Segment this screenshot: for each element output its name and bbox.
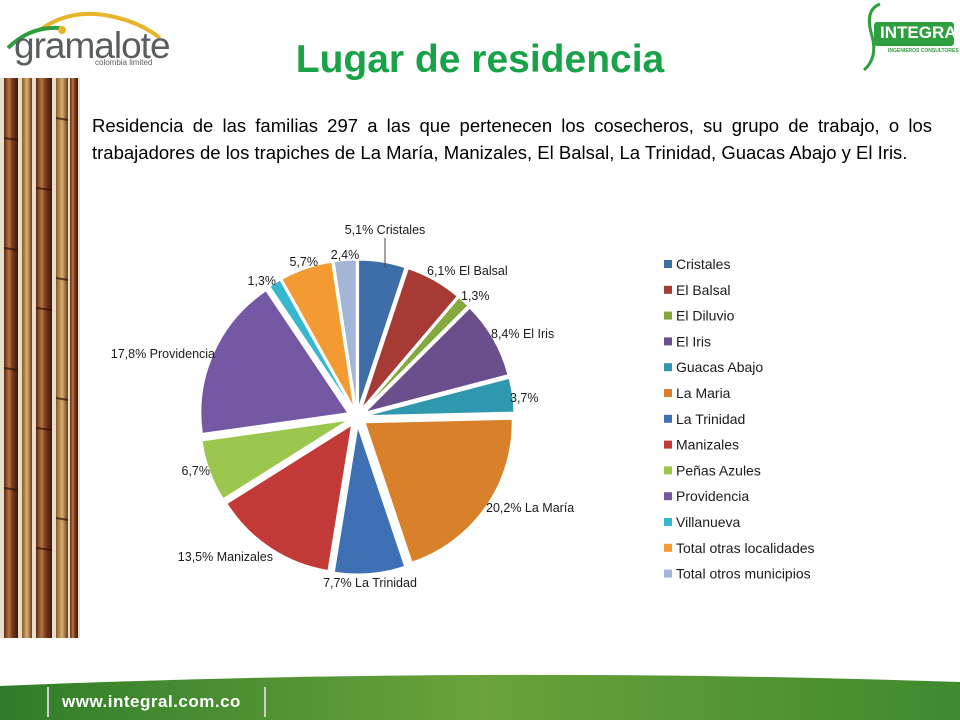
legend-swatch xyxy=(664,311,672,320)
legend-entry: El Iris xyxy=(676,333,711,349)
pie-slice-guacas-abajo xyxy=(366,377,515,417)
pie-slices xyxy=(200,259,515,575)
pie-label-villanueva: 1,3% xyxy=(248,274,277,288)
footer-divider-right xyxy=(264,687,266,717)
pie-label-la-maria: 20,2% La María xyxy=(486,501,574,515)
legend-entry: Total otros municipios xyxy=(676,566,811,582)
sugarcane-decoration xyxy=(0,78,80,638)
legend-entry: Manizales xyxy=(676,437,739,453)
integral-swoosh-icon xyxy=(862,2,881,72)
legend-entry: Guacas Abajo xyxy=(676,359,763,375)
integral-tagline: INGENIEROS CONSULTORES xyxy=(888,48,959,54)
legend-swatch xyxy=(664,518,672,526)
integral-logo-bar xyxy=(874,22,954,46)
pie-label-peñas-azules: 6,7% xyxy=(182,464,211,478)
integral-wordmark: INTEGRAL xyxy=(880,23,960,42)
pie-labels: 5,1% Cristales 6,1% El Balsal 1,3% 8,4% El … xyxy=(111,223,575,590)
legend-swatch xyxy=(664,337,672,346)
legend-swatch xyxy=(664,363,672,372)
pie-label-manizales: 13,5% Manizales xyxy=(178,550,273,564)
legend-entry: Total otras localidades xyxy=(676,540,815,556)
legend-entry: Peñas Azules xyxy=(676,462,761,478)
pie-slice-total-otros-municipios xyxy=(333,259,357,408)
gramalote-subtitle: colombia limited xyxy=(95,58,153,67)
pie-slice-providencia xyxy=(200,290,349,434)
legend-entry: El Diluvio xyxy=(676,308,735,324)
pie-slice-manizales xyxy=(226,424,353,572)
pie-slice-villanueva xyxy=(269,279,353,409)
legend-swatch xyxy=(664,466,672,475)
pie-slice-total-otras-localidades xyxy=(281,261,355,408)
pie-slice-la-trinidad xyxy=(333,426,406,575)
pie-slice-el-diluvio xyxy=(363,296,469,411)
pie-label-el-balsal: 6,1% El Balsal xyxy=(427,264,508,278)
pie-slice-cristales xyxy=(358,259,406,408)
chart-legend: Cristales El Balsal El Diluvio El Iris Guaca… xyxy=(664,256,815,582)
legend-entry: La Trinidad xyxy=(676,411,745,427)
legend-entry: Providencia xyxy=(676,488,749,504)
pie-label-total-otros-municipios: 2,4% xyxy=(331,248,360,262)
legend-swatch xyxy=(664,260,672,268)
legend-swatch xyxy=(664,414,672,423)
gramalote-logo-mark xyxy=(6,11,162,50)
pie-slice-la-maria xyxy=(364,418,513,563)
legend-swatch xyxy=(664,569,672,578)
legend-swatch xyxy=(664,285,672,294)
pie-label-el-iris: 8,4% El Iris xyxy=(491,327,554,341)
integral-logo: INTEGRAL INGENIEROS CONSULTORES xyxy=(858,0,960,75)
legend-swatch xyxy=(664,492,672,501)
pie-label-guacas-abajo: 3,7% xyxy=(510,391,539,405)
intro-paragraph: Residencia de las familias 297 a las que… xyxy=(92,115,932,163)
page-title: Lugar de residencia xyxy=(295,38,665,81)
pie-slice-el-balsal xyxy=(361,268,458,409)
pie-slice-peñas-azules xyxy=(201,419,348,500)
footer-url: www.integral.com.co xyxy=(62,692,241,711)
pie-label-providencia: 17,8% Providencia xyxy=(111,347,215,361)
pie-label-la-trinidad: 7,7% La Trinidad xyxy=(323,576,417,590)
pie-label-el-diluvio: 1,3% xyxy=(461,289,490,303)
legend-entry: Cristales xyxy=(676,256,730,272)
gramalote-logo: gramalote colombia limited xyxy=(0,8,175,68)
pie-label-total-otras-localidades: 5,7% xyxy=(290,255,319,269)
footer-band xyxy=(0,674,960,720)
legend-entry: El Balsal xyxy=(676,282,730,298)
legend-swatch xyxy=(664,543,672,552)
gramalote-wordmark: gramalote xyxy=(14,25,171,66)
legend-entry: Villanueva xyxy=(676,514,741,530)
pie-label-cristales: 5,1% Cristales xyxy=(345,223,426,237)
legend-swatch xyxy=(664,389,672,397)
legend-entry: La Maria xyxy=(676,385,731,401)
legend-swatch xyxy=(664,440,672,449)
pie-slice-el-iris xyxy=(364,307,509,413)
footer-divider-left xyxy=(47,687,49,717)
